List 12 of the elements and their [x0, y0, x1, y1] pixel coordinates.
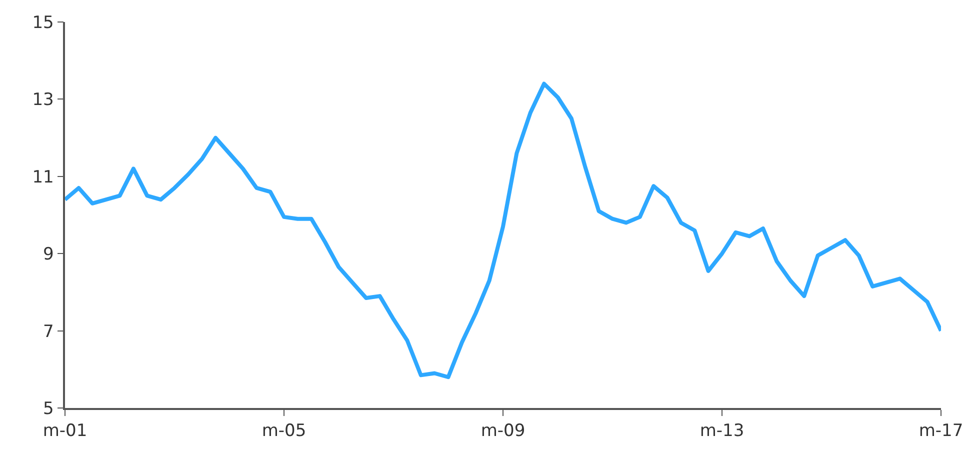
x-tick-label: m-05: [262, 421, 306, 442]
x-tick-label: m-13: [700, 421, 744, 442]
y-tick-label: 11: [32, 167, 54, 188]
line-series: [65, 82, 941, 380]
y-tick-label: 5: [43, 398, 54, 419]
y-tick-label: 7: [43, 322, 54, 342]
x-tick-label: m-17: [918, 421, 964, 442]
x-tick-label: m-01: [42, 421, 88, 442]
y-tick-label: 15: [32, 12, 54, 33]
y-tick-label: 13: [32, 90, 54, 110]
x-tick-label: m-09: [480, 421, 526, 442]
y-tick-label: 9: [43, 244, 54, 265]
